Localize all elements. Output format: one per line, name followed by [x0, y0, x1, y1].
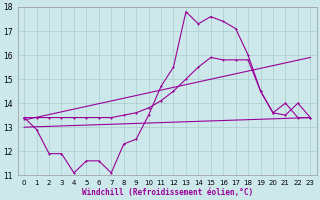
X-axis label: Windchill (Refroidissement éolien,°C): Windchill (Refroidissement éolien,°C) [82, 188, 253, 197]
